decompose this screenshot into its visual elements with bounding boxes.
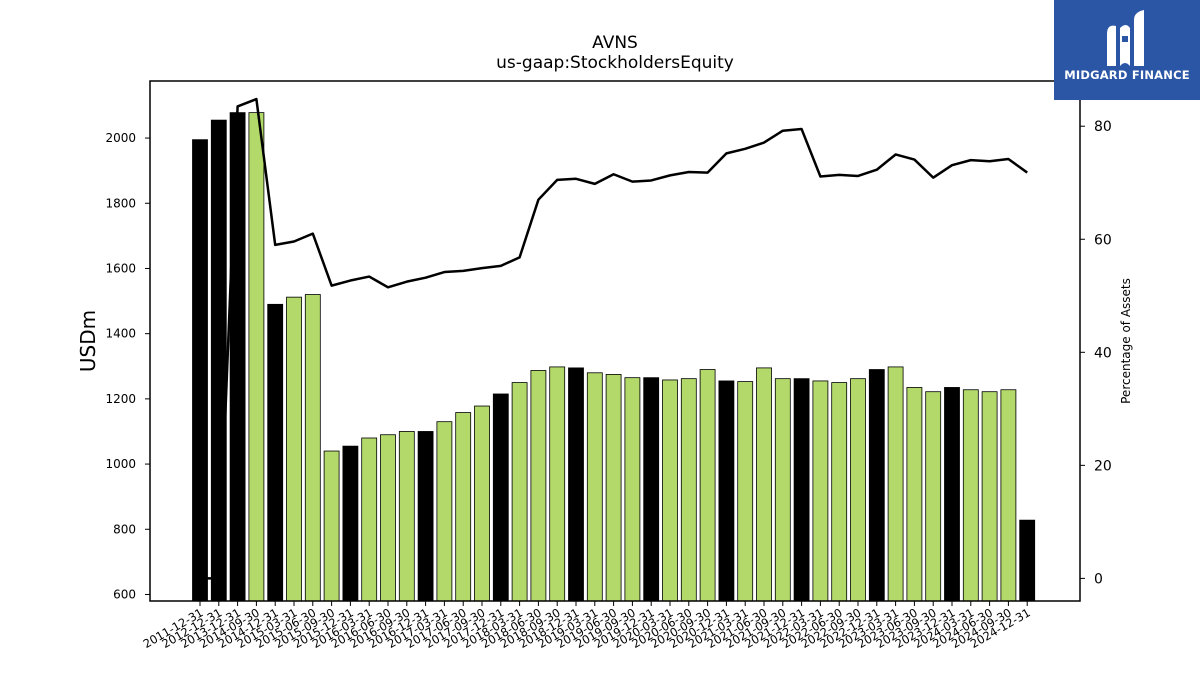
bar [774, 378, 791, 602]
chart-subtitle: us-gaap:StockholdersEquity [496, 53, 734, 73]
bar [868, 369, 885, 602]
percentage-line [200, 97, 1028, 580]
bar [624, 377, 641, 602]
bar [944, 387, 960, 602]
logo: MIDGARD FINANCE [1054, 0, 1200, 100]
bar [248, 112, 265, 602]
y-axis-label: USDm [76, 310, 100, 372]
bar [474, 405, 490, 602]
bar [605, 374, 622, 602]
bar [887, 366, 904, 602]
bar [568, 367, 584, 602]
bar [530, 370, 547, 602]
bar [323, 450, 340, 602]
bar [643, 377, 660, 602]
bar [267, 303, 284, 602]
y-tick-label: 1800 [105, 196, 136, 210]
bar [981, 391, 998, 602]
bar [737, 381, 754, 602]
y-tick-label: 600 [113, 587, 136, 601]
y-tick-label: 800 [113, 522, 136, 536]
bar [680, 378, 697, 602]
bar [492, 393, 509, 602]
bar [286, 296, 302, 602]
bar [793, 378, 810, 602]
y-tick-label: 1200 [105, 392, 136, 406]
bar [812, 380, 829, 602]
bar [455, 412, 472, 602]
bar [1019, 519, 1036, 602]
bar [850, 378, 866, 602]
bar [342, 445, 359, 602]
y-tick-label: 1000 [105, 457, 136, 471]
bar [380, 434, 396, 602]
bar [549, 366, 566, 602]
bars-layer [192, 112, 1036, 602]
bar [511, 382, 528, 602]
bar [361, 437, 378, 602]
y2-tick-label: 20 [1094, 458, 1112, 474]
left-axis: 600 800 1000 1200 1400 1600 1800 2000 [105, 131, 150, 601]
bar [718, 380, 735, 602]
bar [304, 294, 321, 602]
bar [417, 431, 434, 602]
x-axis: 2011-12-312012-12-312013-12-312014-09-30… [141, 601, 1033, 651]
bar [229, 112, 246, 602]
bar [662, 379, 678, 602]
chart-title: AVNS [592, 33, 638, 53]
bar [699, 369, 716, 602]
logo-text: MIDGARD FINANCE [1064, 68, 1190, 82]
logo-mark-icon [1107, 10, 1144, 66]
line-layer [200, 97, 1028, 580]
y-tick-label: 2000 [105, 131, 136, 145]
bar [1000, 389, 1017, 602]
y2-axis-label: Percentage of Assets [1119, 278, 1133, 404]
bar [586, 372, 603, 602]
bar [925, 391, 942, 602]
y2-tick-label: 60 [1094, 232, 1112, 248]
y2-tick-label: 40 [1094, 345, 1112, 361]
y-tick-label: 1400 [105, 327, 136, 341]
bar [906, 387, 923, 602]
right-axis: 0 20 40 60 80 [1080, 119, 1112, 587]
bar [831, 382, 848, 602]
y2-tick-label: 80 [1094, 119, 1112, 135]
bar [756, 367, 772, 602]
bar [192, 139, 208, 602]
bar [436, 421, 453, 602]
bar [398, 431, 415, 602]
bar [962, 389, 979, 602]
bar [210, 119, 227, 602]
y-tick-label: 1600 [105, 261, 136, 275]
plot-frame [149, 80, 1081, 602]
y2-tick-label: 0 [1094, 571, 1103, 587]
